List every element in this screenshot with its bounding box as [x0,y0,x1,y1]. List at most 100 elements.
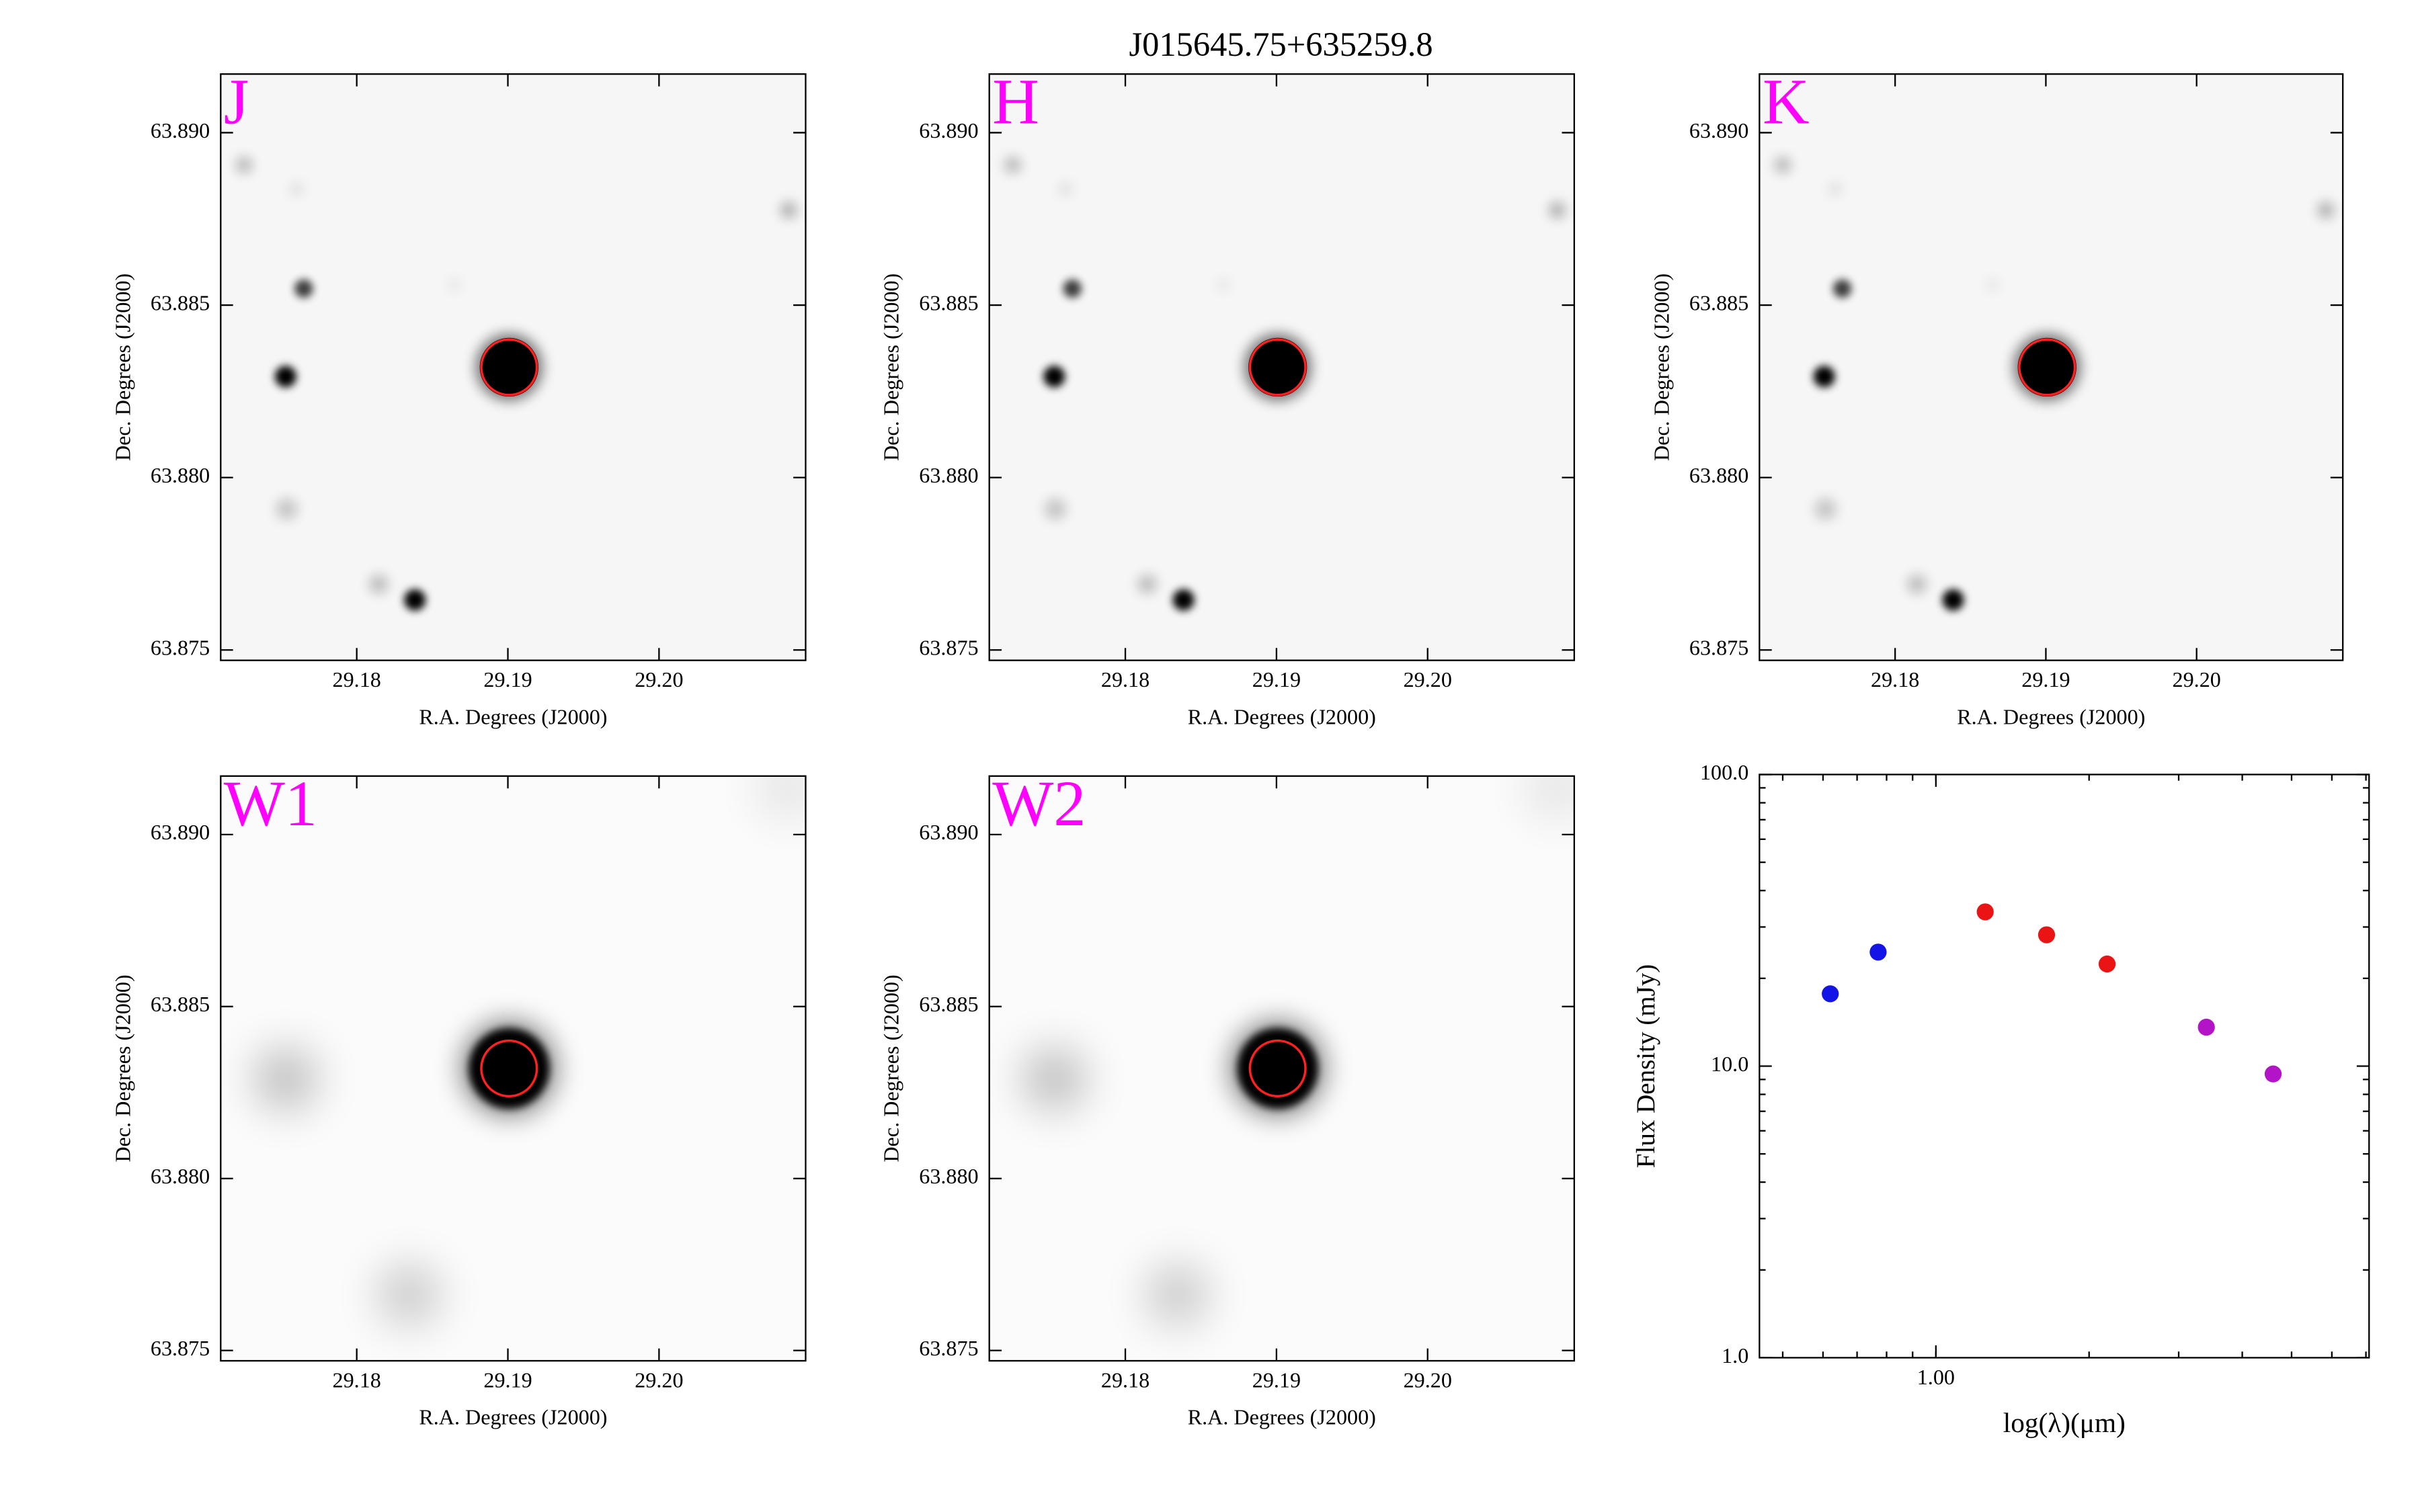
target-star [479,337,538,397]
x-tick-label: 29.18 [1871,667,1919,691]
panel-title: K [1763,66,1810,138]
target-aperture [2018,338,2076,396]
y-tick-label: 63.875 [919,1336,978,1360]
y-tick-label: 1.0 [1722,1343,1748,1368]
y-tick-label: 63.880 [919,1164,978,1188]
data-point [2197,1018,2215,1036]
y-tick-label: 63.875 [151,636,210,660]
star [1942,589,1964,611]
y-tick-label: 63.885 [151,290,210,314]
data-point [1822,985,1839,1003]
x-tick-label: 29.19 [483,667,532,691]
sky-image [1759,74,2343,661]
plot-frame [1759,73,2344,661]
x-tick-label: 29.19 [2021,667,2070,691]
y-tick-label: 63.885 [151,992,210,1016]
plot-frame [988,775,1575,1362]
target-aperture [480,1039,538,1097]
panel-title: H [992,66,1039,138]
star [1146,1263,1209,1326]
data-point [2038,926,2056,943]
star [1813,366,1835,388]
plot-frame [1759,773,2370,1359]
image-panel: W2 29.18 29.19 29.20 63.875 63.880 63.885 63.89… [879,767,1575,1429]
y-tick-label: 63.890 [1689,118,1748,142]
star [294,279,313,298]
x-axis-label: log(λ)(μm) [2003,1407,2126,1439]
figure-title: J015645.75+635259.8 [1129,26,1433,63]
plot-frame [220,73,807,661]
y-axis-label: Dec. Degrees (J2000) [110,974,134,1162]
data-point [2098,955,2116,973]
star [369,575,389,594]
image-panel: H 29.18 29.19 29.20 63.875 63.880 63.885 63.890… [879,66,1575,728]
x-axis-label: R.A. Degrees (J2000) [1957,704,2145,728]
panel-title: J [224,66,249,138]
x-tick-label: 29.20 [2173,667,2221,691]
target-star [1248,337,1307,397]
star [290,183,303,196]
x-tick-label: 29.19 [1252,667,1301,691]
y-tick-label: 100.0 [1700,760,1748,784]
x-axis-label: R.A. Degrees (J2000) [419,704,607,728]
star [404,589,426,611]
x-axis-label: R.A. Degrees (J2000) [419,1405,607,1429]
star [1063,279,1082,298]
star [254,1048,317,1110]
star [754,775,806,822]
y-tick-label: 63.880 [919,463,978,487]
star [1059,183,1072,196]
star [1832,279,1852,298]
y-tick-label: 63.875 [1689,636,1748,660]
star [1137,575,1157,594]
star [276,498,298,520]
data-point [1976,903,1994,921]
y-axis-label: Dec. Degrees (J2000) [879,974,903,1162]
y-tick-label: 63.890 [919,118,978,142]
y-tick-label: 63.875 [919,636,978,660]
target-aperture [480,338,538,396]
sky-image [989,74,1574,661]
star [1549,202,1566,218]
x-tick-label: 29.18 [333,1368,381,1392]
y-tick-label: 63.885 [1689,290,1748,314]
x-tick-label: 29.20 [635,667,683,691]
star [1775,157,1791,173]
y-axis-label: Dec. Degrees (J2000) [879,274,903,461]
star [448,279,461,292]
image-panel: W1 29.18 29.19 29.20 63.875 63.880 63.885 63.89… [110,767,807,1429]
star [1043,366,1065,388]
x-tick-label: 29.18 [1101,667,1150,691]
star [2318,202,2334,218]
plot-frame [220,775,807,1362]
y-tick-label: 63.880 [151,1164,210,1188]
x-tick-label: 29.20 [1404,667,1452,691]
target-aperture [1248,338,1307,396]
panel-title: W1 [224,767,317,839]
image-panel: J 29.18 29.19 29.20 63.875 63.880 63.885 63.890… [110,66,807,728]
sed-panel: 1.00 1.0 10.0 100.0 log(λ)(μm) Flux Density (… [1631,760,2370,1439]
star [274,366,296,388]
plot-frame [988,73,1575,661]
y-tick-label: 63.890 [151,820,210,844]
target-star [2017,337,2076,397]
y-tick-label: 63.890 [151,118,210,142]
y-tick-label: 63.880 [1689,463,1748,487]
star [236,157,252,173]
star [1986,279,1999,292]
star [1005,157,1020,173]
y-axis-label: Dec. Degrees (J2000) [110,274,134,461]
y-tick-label: 63.885 [919,290,978,314]
y-tick-label: 63.890 [919,820,978,844]
data-point [2264,1065,2282,1083]
data-point [1869,943,1887,961]
star [1814,498,1837,520]
x-tick-label: 29.20 [635,1368,683,1392]
panel-title: W2 [992,767,1086,839]
star [1044,498,1067,520]
star [780,202,797,218]
y-tick-label: 10.0 [1711,1052,1748,1076]
star [1023,1048,1086,1110]
y-tick-label: 63.875 [151,1336,210,1360]
